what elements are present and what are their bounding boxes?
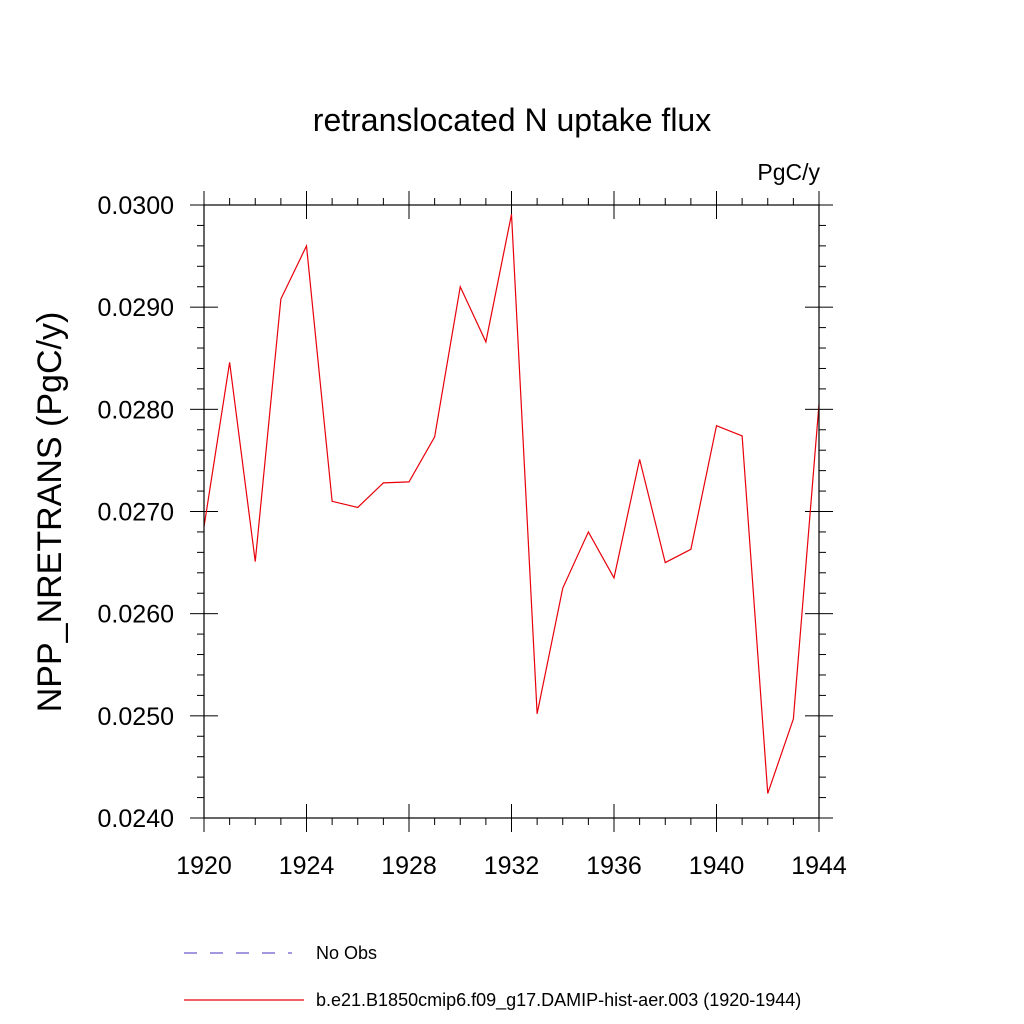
legend: No Obs b.e21.B1850cmip6.f09_g17.DAMIP-hi…: [184, 943, 801, 1011]
chart-title: retranslocated N uptake flux: [313, 102, 711, 138]
x-tick-label: 1920: [176, 852, 232, 880]
y-tick-label: 0.0290: [98, 294, 174, 322]
y-tick-label: 0.0280: [98, 396, 174, 424]
y-tick-label: 0.0270: [98, 499, 174, 527]
y-tick-label: 0.0300: [98, 192, 174, 220]
x-tick-label: 1924: [279, 852, 335, 880]
series-layer: [203, 214, 820, 794]
units-label: PgC/y: [757, 159, 820, 185]
x-tick-label: 1928: [381, 852, 437, 880]
y-axis-label: NPP_NRETRANS (PgC/y): [31, 312, 69, 713]
y-tick-label: 0.0260: [98, 601, 174, 629]
x-tick-label: 1940: [689, 852, 745, 880]
plot-frame: [203, 204, 820, 819]
y-tick-labels: 0.0240 0.0250 0.0260 0.0270 0.0280 0.0290 0.03…: [98, 192, 174, 833]
series-line: [203, 214, 820, 794]
x-tick-labels: 1920 1924 1928 1932 1936 1940 1944: [176, 852, 847, 880]
legend-label-model: b.e21.B1850cmip6.f09_g17.DAMIP-hist-aer.…: [316, 990, 801, 1011]
x-tick-label: 1944: [791, 852, 847, 880]
y-tick-label: 0.0240: [98, 805, 174, 833]
x-tick-label: 1936: [586, 852, 642, 880]
legend-label-no-obs: No Obs: [316, 943, 377, 963]
y-tick-label: 0.0250: [98, 703, 174, 731]
x-tick-label: 1932: [484, 852, 540, 880]
